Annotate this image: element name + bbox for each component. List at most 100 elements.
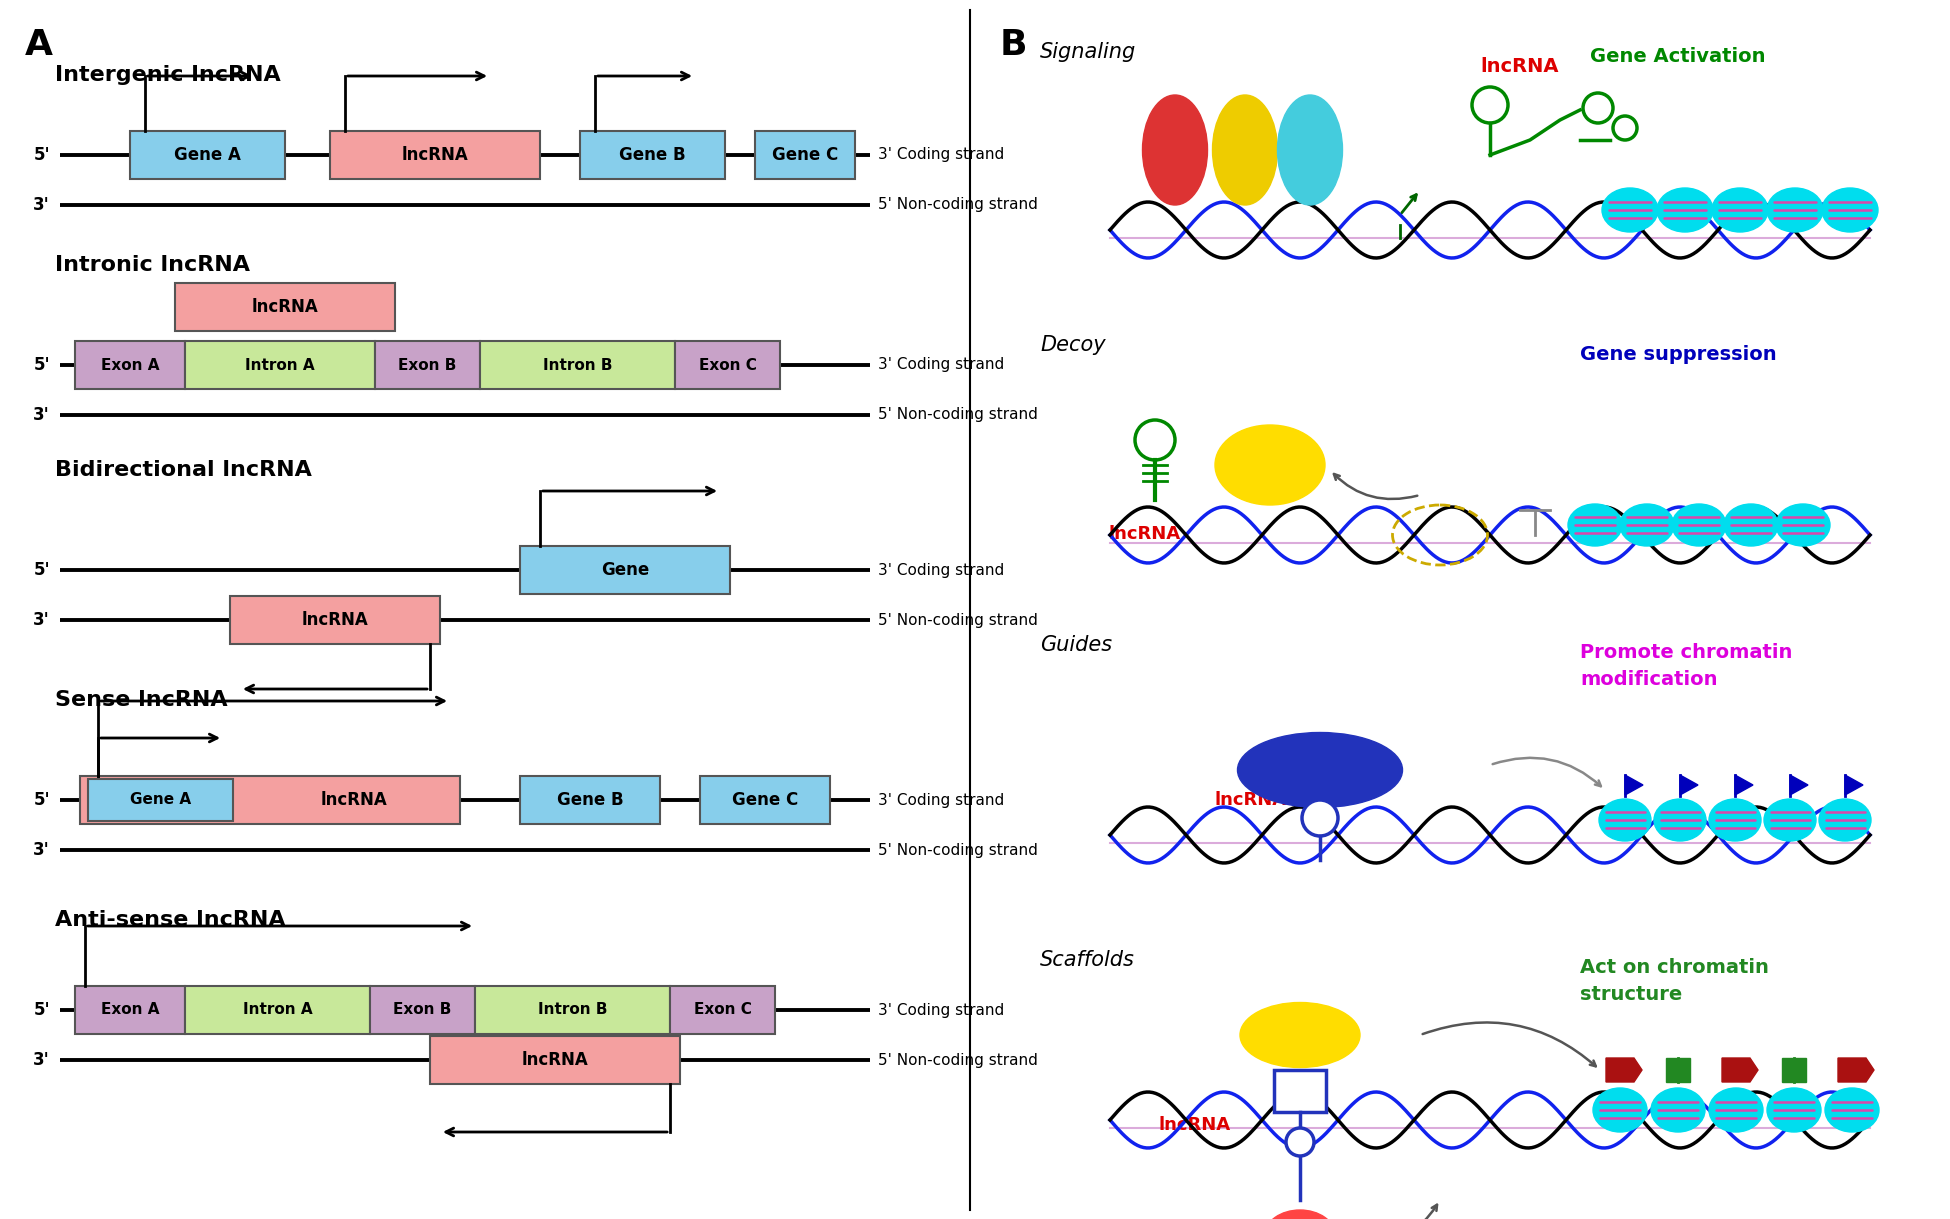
Text: B: B xyxy=(1000,28,1028,62)
Circle shape xyxy=(1285,1128,1314,1156)
Text: Gene A: Gene A xyxy=(174,146,242,165)
Text: Promote chromatin: Promote chromatin xyxy=(1580,642,1792,662)
Text: Sense lncRNA: Sense lncRNA xyxy=(55,690,228,709)
Text: lncRNA: lncRNA xyxy=(1215,791,1287,809)
Text: 5' Non-coding strand: 5' Non-coding strand xyxy=(878,612,1037,628)
FancyBboxPatch shape xyxy=(370,986,476,1034)
FancyBboxPatch shape xyxy=(675,341,780,389)
FancyBboxPatch shape xyxy=(431,1036,681,1084)
Text: Intron B: Intron B xyxy=(538,1002,606,1018)
Ellipse shape xyxy=(1708,798,1761,841)
Text: Act on chromatin: Act on chromatin xyxy=(1580,958,1769,976)
Ellipse shape xyxy=(1266,1210,1336,1219)
Text: Bidirectional lncRNA: Bidirectional lncRNA xyxy=(55,460,312,480)
FancyBboxPatch shape xyxy=(521,777,659,824)
Text: 3' Coding strand: 3' Coding strand xyxy=(878,147,1004,162)
Text: 5' Non-coding strand: 5' Non-coding strand xyxy=(878,1052,1037,1068)
FancyBboxPatch shape xyxy=(330,130,540,179)
Ellipse shape xyxy=(1712,188,1769,232)
FancyBboxPatch shape xyxy=(755,130,854,179)
Text: 3': 3' xyxy=(33,1051,51,1069)
Text: Intronic lncRNA: Intronic lncRNA xyxy=(55,255,250,275)
Text: Exon C: Exon C xyxy=(698,357,757,373)
Text: lncRNA: lncRNA xyxy=(322,791,388,809)
Text: 3' Coding strand: 3' Coding strand xyxy=(878,792,1004,807)
Text: 3' Coding strand: 3' Coding strand xyxy=(878,1002,1004,1018)
Text: 3' Coding strand: 3' Coding strand xyxy=(878,357,1004,373)
Text: 3': 3' xyxy=(33,196,51,215)
Polygon shape xyxy=(1845,775,1862,795)
FancyBboxPatch shape xyxy=(88,779,232,822)
FancyBboxPatch shape xyxy=(374,341,480,389)
Ellipse shape xyxy=(1620,503,1673,546)
FancyBboxPatch shape xyxy=(1665,1058,1691,1082)
Text: Exon A: Exon A xyxy=(101,357,160,373)
FancyBboxPatch shape xyxy=(480,341,675,389)
FancyBboxPatch shape xyxy=(131,130,285,179)
Polygon shape xyxy=(1624,775,1644,795)
Text: Exon C: Exon C xyxy=(694,1002,751,1018)
Text: 5' Non-coding strand: 5' Non-coding strand xyxy=(878,197,1037,212)
FancyBboxPatch shape xyxy=(476,986,671,1034)
Text: modification: modification xyxy=(1580,670,1718,689)
FancyBboxPatch shape xyxy=(1273,1070,1326,1112)
Ellipse shape xyxy=(1671,503,1726,546)
Ellipse shape xyxy=(1776,503,1829,546)
Text: 5' Non-coding strand: 5' Non-coding strand xyxy=(878,842,1037,857)
Text: structure: structure xyxy=(1580,985,1683,1004)
Text: lncRNA: lncRNA xyxy=(402,146,468,165)
Text: Gene suppression: Gene suppression xyxy=(1580,345,1776,364)
Text: 5': 5' xyxy=(33,791,51,809)
Text: 5' Non-coding strand: 5' Non-coding strand xyxy=(878,407,1037,423)
Polygon shape xyxy=(1790,775,1808,795)
Text: lncRNA: lncRNA xyxy=(1158,1117,1230,1134)
Ellipse shape xyxy=(1654,798,1706,841)
Ellipse shape xyxy=(1599,798,1652,841)
Text: Gene C: Gene C xyxy=(731,791,798,809)
Text: Exon A: Exon A xyxy=(101,1002,160,1018)
Ellipse shape xyxy=(1708,1089,1763,1132)
Ellipse shape xyxy=(1277,95,1342,205)
Polygon shape xyxy=(1722,1058,1759,1082)
Ellipse shape xyxy=(1568,503,1622,546)
Text: 5': 5' xyxy=(33,561,51,579)
Text: lncRNA: lncRNA xyxy=(252,297,318,316)
Ellipse shape xyxy=(1238,733,1402,807)
Text: Gene C: Gene C xyxy=(772,146,838,165)
Polygon shape xyxy=(1681,775,1698,795)
Ellipse shape xyxy=(1821,188,1878,232)
Text: lncRNA: lncRNA xyxy=(302,611,369,629)
Text: lncRNA: lncRNA xyxy=(1480,57,1558,76)
FancyBboxPatch shape xyxy=(74,986,185,1034)
Ellipse shape xyxy=(1652,1089,1704,1132)
FancyBboxPatch shape xyxy=(185,986,370,1034)
Text: Exon B: Exon B xyxy=(394,1002,452,1018)
Ellipse shape xyxy=(1767,1089,1821,1132)
Text: Signaling: Signaling xyxy=(1039,41,1137,62)
Text: 3' Coding strand: 3' Coding strand xyxy=(878,562,1004,578)
Text: Intergenic lncRNA: Intergenic lncRNA xyxy=(55,65,281,85)
Ellipse shape xyxy=(1593,1089,1648,1132)
FancyBboxPatch shape xyxy=(176,283,396,332)
Text: 5': 5' xyxy=(33,356,51,374)
Text: 3': 3' xyxy=(33,406,51,424)
Ellipse shape xyxy=(1240,1002,1359,1068)
Text: Gene: Gene xyxy=(601,561,649,579)
FancyBboxPatch shape xyxy=(521,546,729,594)
Text: 5': 5' xyxy=(33,146,51,165)
Text: lncRNA: lncRNA xyxy=(523,1051,589,1069)
Text: Gene A: Gene A xyxy=(131,792,191,807)
Text: lncRNA: lncRNA xyxy=(1110,525,1182,542)
Polygon shape xyxy=(1607,1058,1642,1082)
Text: Decoy: Decoy xyxy=(1039,335,1106,355)
Ellipse shape xyxy=(1819,798,1870,841)
Text: Intron A: Intron A xyxy=(242,1002,312,1018)
Ellipse shape xyxy=(1724,503,1778,546)
FancyBboxPatch shape xyxy=(579,130,725,179)
FancyBboxPatch shape xyxy=(185,341,374,389)
FancyBboxPatch shape xyxy=(671,986,774,1034)
Polygon shape xyxy=(1839,1058,1874,1082)
Text: Gene B: Gene B xyxy=(556,791,624,809)
FancyBboxPatch shape xyxy=(80,777,460,824)
Text: Scaffolds: Scaffolds xyxy=(1039,950,1135,970)
